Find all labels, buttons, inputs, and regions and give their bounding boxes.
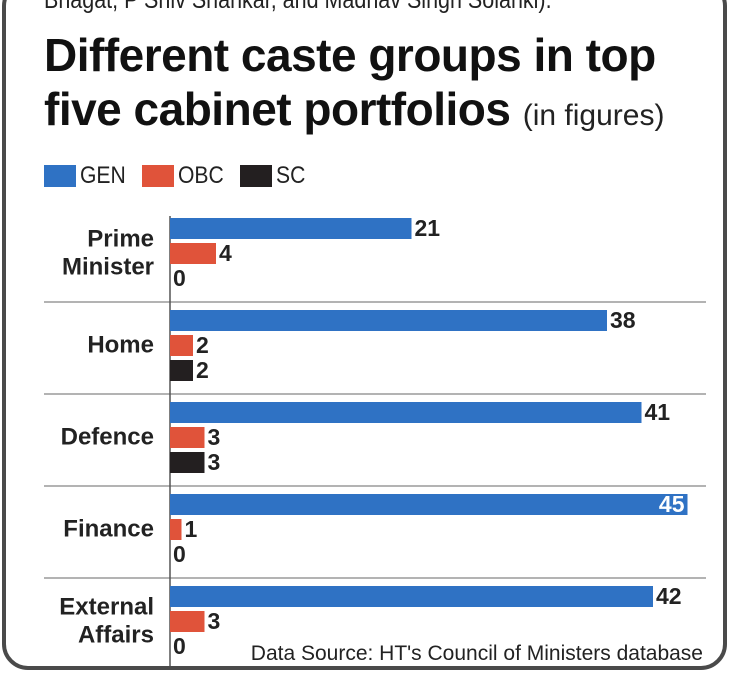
category-label: Defence <box>61 424 154 451</box>
data-label-gen: 42 <box>656 583 682 609</box>
bar-obc <box>170 243 216 264</box>
bar-gen <box>170 586 653 607</box>
data-label-obc: 3 <box>208 608 221 634</box>
data-label-sc: 0 <box>173 541 186 567</box>
legend-label-obc: OBC <box>178 162 224 189</box>
data-label-obc: 2 <box>196 332 209 358</box>
legend: GEN OBC SC <box>44 162 319 190</box>
bar-gen <box>170 218 412 239</box>
data-label-gen: 41 <box>645 399 671 425</box>
data-label-sc: 0 <box>173 633 186 659</box>
bar-gen <box>170 494 688 515</box>
category-label: Finance <box>63 516 154 543</box>
data-label-gen: 21 <box>415 215 441 241</box>
data-label-obc: 1 <box>185 516 198 542</box>
legend-item-gen: GEN <box>44 162 132 190</box>
chart-card <box>2 0 727 670</box>
legend-label-sc: SC <box>276 162 306 189</box>
intro-text: Bhagat, P Shiv Shankar, and Madhav Singh… <box>44 0 552 14</box>
data-label-gen: 38 <box>610 307 636 333</box>
bar-gen <box>170 310 607 331</box>
category-label: Home <box>87 332 154 359</box>
legend-item-sc: SC <box>240 162 309 190</box>
bar-sc <box>170 360 193 381</box>
data-label-gen: 45 <box>659 491 685 517</box>
bar-obc <box>170 335 193 356</box>
legend-swatch-obc <box>142 165 175 187</box>
bar-sc <box>170 452 205 473</box>
legend-swatch-sc <box>240 165 273 187</box>
chart-subtitle: (in figures) <box>522 99 665 132</box>
category-label: External <box>59 594 154 621</box>
chart-title: Different caste groups in top five cabine… <box>44 28 664 143</box>
data-label-sc: 3 <box>208 449 221 475</box>
title-line-2: five cabinet portfolios <box>44 83 511 135</box>
category-label: Minister <box>62 254 154 281</box>
data-label-obc: 4 <box>219 240 232 266</box>
legend-label-gen: GEN <box>80 162 126 189</box>
data-label-sc: 0 <box>173 265 186 291</box>
category-label: Affairs <box>78 622 154 649</box>
category-label: Prime <box>87 226 154 253</box>
legend-item-obc: OBC <box>142 162 230 190</box>
data-label-sc: 2 <box>196 357 209 383</box>
bar-gen <box>170 402 642 423</box>
bar-obc <box>170 611 205 632</box>
bar-obc <box>170 427 205 448</box>
title-line-1: Different caste groups in top <box>44 29 656 81</box>
source-note: Data Source: HT's Council of Ministers d… <box>250 642 703 665</box>
data-label-obc: 3 <box>208 424 221 450</box>
bar-obc <box>170 519 182 540</box>
legend-swatch-gen <box>44 165 76 187</box>
